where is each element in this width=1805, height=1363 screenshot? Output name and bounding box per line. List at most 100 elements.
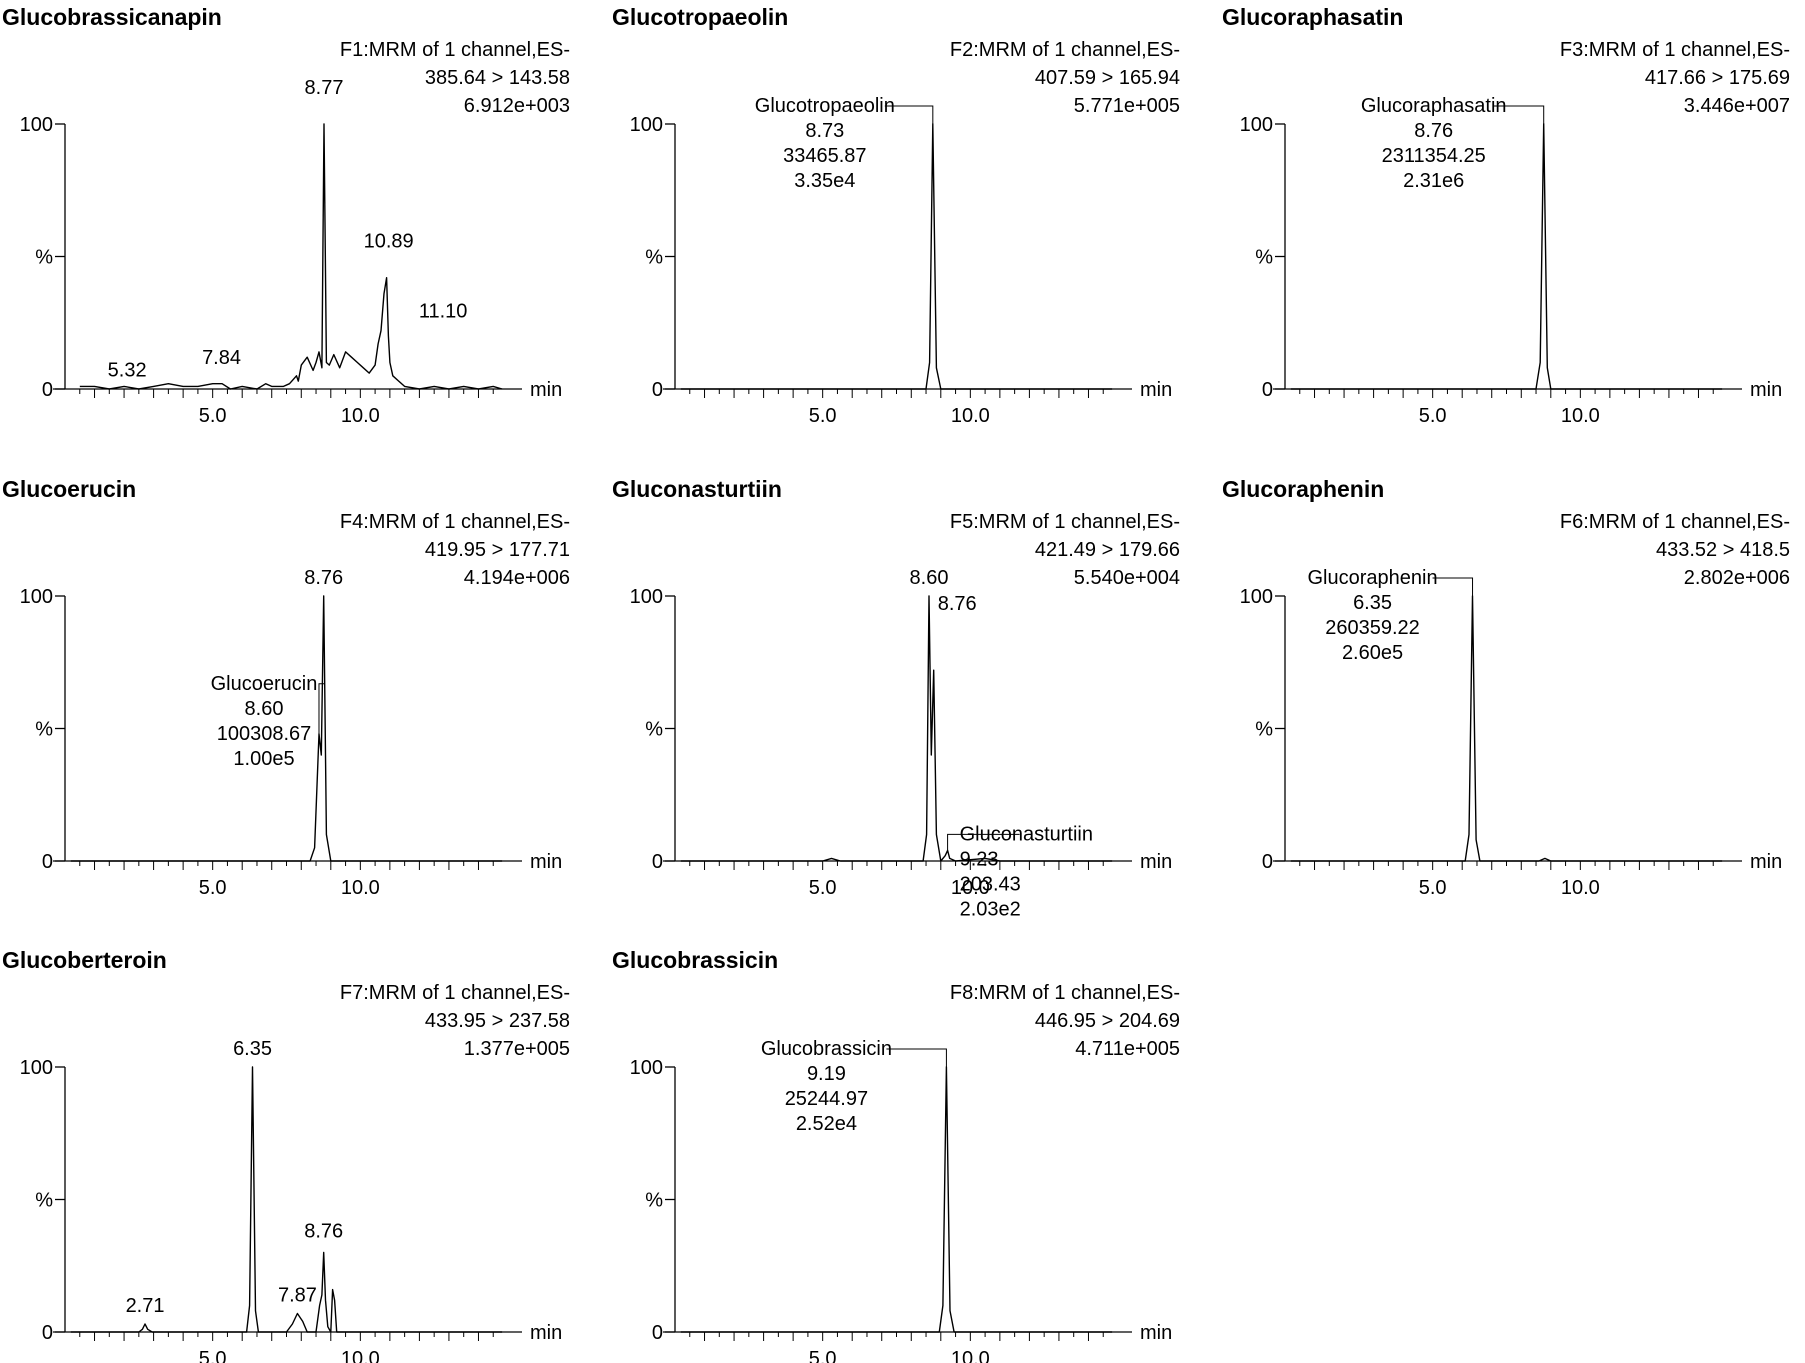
peak-label: 9.23 <box>960 848 999 870</box>
peak-label: 3.35e4 <box>794 170 855 192</box>
channel-label: F3:MRM of 1 channel,ES- <box>1560 39 1790 61</box>
intensity-label: 5.540e+004 <box>1074 567 1180 589</box>
peak-label: 8.73 <box>805 120 844 142</box>
transition-label: 446.95 > 204.69 <box>1035 1010 1180 1032</box>
x-tick-label: 5.0 <box>199 405 227 427</box>
chromatogram-trace <box>70 1066 503 1333</box>
transition-label: 385.64 > 143.58 <box>425 67 570 89</box>
x-tick-label: 10.0 <box>341 405 380 427</box>
x-tick-label: 5.0 <box>199 877 227 899</box>
peak-label: Glucotropaeolin <box>755 95 895 117</box>
y-tick-label: % <box>1255 719 1273 741</box>
x-tick-label: 5.0 <box>1419 405 1447 427</box>
peak-label: 5.32 <box>108 360 147 382</box>
chromatogram-trace <box>70 595 503 862</box>
peak-label: 11.10 <box>419 301 468 323</box>
chromatogram-panel-8: Glucobrassicin F8:MRM of 1 channel,ES- 446… <box>612 947 1180 1363</box>
peak-label: 8.77 <box>305 77 344 99</box>
y-tick-label: 100 <box>630 586 663 608</box>
peak-label: Gluconasturtiin <box>960 823 1093 845</box>
x-axis-label: min <box>1140 851 1172 873</box>
transition-label: 417.66 > 175.69 <box>1645 67 1790 89</box>
y-tick-label: 100 <box>630 114 663 136</box>
intensity-label: 4.711e+005 <box>1075 1038 1180 1060</box>
peak-leader-line <box>1432 577 1474 596</box>
y-tick-label: 0 <box>42 1322 53 1344</box>
peak-label: 2.31e6 <box>1403 170 1464 192</box>
chromatogram-panel-1: Glucobrassicanapin F1:MRM of 1 channel,ES… <box>2 4 570 427</box>
peak-label: 8.76 <box>1414 120 1453 142</box>
x-tick-label: 10.0 <box>341 1348 380 1363</box>
peak-label: 10.89 <box>364 231 414 253</box>
chromatogram-panel-2: Glucotropaeolin F2:MRM of 1 channel,ES- 40… <box>612 4 1180 427</box>
peak-leader-line <box>947 833 1020 851</box>
peak-label: 1.00e5 <box>233 748 294 770</box>
x-tick-label: 5.0 <box>809 405 837 427</box>
channel-label: F5:MRM of 1 channel,ES- <box>950 511 1180 533</box>
peak-leader-line <box>318 683 324 734</box>
intensity-label: 6.912e+003 <box>464 95 570 117</box>
transition-label: 419.95 > 177.71 <box>425 539 570 561</box>
y-tick-label: 0 <box>42 379 53 401</box>
peak-label: 203.43 <box>960 873 1021 895</box>
peak-label: 8.60 <box>245 698 284 720</box>
peak-label: 100308.67 <box>217 723 312 745</box>
chromatogram-panel-6: Glucoraphenin F6:MRM of 1 channel,ES- 433.… <box>1222 476 1790 899</box>
y-tick-label: % <box>645 719 663 741</box>
peak-leader-line <box>884 105 934 124</box>
panel-title: Glucoraphasatin <box>1222 4 1403 30</box>
x-axis-label: min <box>1140 379 1172 401</box>
y-tick-label: % <box>645 247 663 269</box>
y-tick-label: % <box>1255 247 1273 269</box>
intensity-label: 5.771e+005 <box>1074 95 1180 117</box>
y-tick-label: % <box>35 1190 53 1212</box>
panel-title: Glucobrassicanapin <box>2 4 222 30</box>
chromatogram-trace <box>1290 595 1723 862</box>
peak-label: 25244.97 <box>785 1088 868 1110</box>
x-tick-label: 10.0 <box>951 1348 990 1363</box>
x-tick-label: 5.0 <box>1419 877 1447 899</box>
peak-label: 8.60 <box>910 567 949 589</box>
chromatogram-panel-7: Glucoberteroin F7:MRM of 1 channel,ES- 433… <box>2 947 570 1363</box>
peak-label: 2.60e5 <box>1342 642 1403 664</box>
transition-label: 433.52 > 418.5 <box>1656 539 1790 561</box>
peak-label: Glucobrassicin <box>761 1038 892 1060</box>
chromatogram-panel-5: Gluconasturtiin F5:MRM of 1 channel,ES- 42… <box>612 476 1180 920</box>
intensity-label: 4.194e+006 <box>464 567 570 589</box>
channel-label: F7:MRM of 1 channel,ES- <box>340 982 570 1004</box>
peak-label: 2.52e4 <box>796 1113 857 1135</box>
peak-label: 7.87 <box>278 1284 317 1306</box>
transition-label: 433.95 > 237.58 <box>425 1010 570 1032</box>
channel-label: F1:MRM of 1 channel,ES- <box>340 39 570 61</box>
y-tick-label: % <box>35 247 53 269</box>
x-tick-label: 5.0 <box>809 1348 837 1363</box>
peak-label: Glucoerucin <box>211 673 318 695</box>
channel-label: F6:MRM of 1 channel,ES- <box>1560 511 1790 533</box>
channel-label: F2:MRM of 1 channel,ES- <box>950 39 1180 61</box>
panel-title: Glucoraphenin <box>1222 476 1384 502</box>
x-tick-label: 10.0 <box>1561 877 1600 899</box>
peak-label: Glucoraphasatin <box>1361 95 1507 117</box>
y-tick-label: 100 <box>20 114 53 136</box>
x-tick-label: 10.0 <box>1561 405 1600 427</box>
intensity-label: 2.802e+006 <box>1684 567 1790 589</box>
x-tick-label: 10.0 <box>951 877 990 899</box>
peak-label: 8.76 <box>304 567 343 589</box>
peak-label: 7.84 <box>202 347 241 369</box>
y-tick-label: 0 <box>652 379 663 401</box>
channel-label: F8:MRM of 1 channel,ES- <box>950 982 1180 1004</box>
transition-label: 421.49 > 179.66 <box>1035 539 1180 561</box>
x-tick-label: 5.0 <box>809 877 837 899</box>
y-tick-label: 0 <box>42 851 53 873</box>
x-tick-label: 5.0 <box>199 1348 227 1363</box>
chromatogram-panel-3: Glucoraphasatin F3:MRM of 1 channel,ES- 41… <box>1222 4 1790 427</box>
peak-label: 6.35 <box>233 1038 272 1060</box>
y-tick-label: 100 <box>1240 586 1273 608</box>
transition-label: 407.59 > 165.94 <box>1035 67 1180 89</box>
y-tick-label: 100 <box>20 586 53 608</box>
x-axis-label: min <box>1750 851 1782 873</box>
y-tick-label: 0 <box>652 1322 663 1344</box>
y-tick-label: 0 <box>1262 851 1273 873</box>
chromatogram-trace <box>680 123 1113 390</box>
